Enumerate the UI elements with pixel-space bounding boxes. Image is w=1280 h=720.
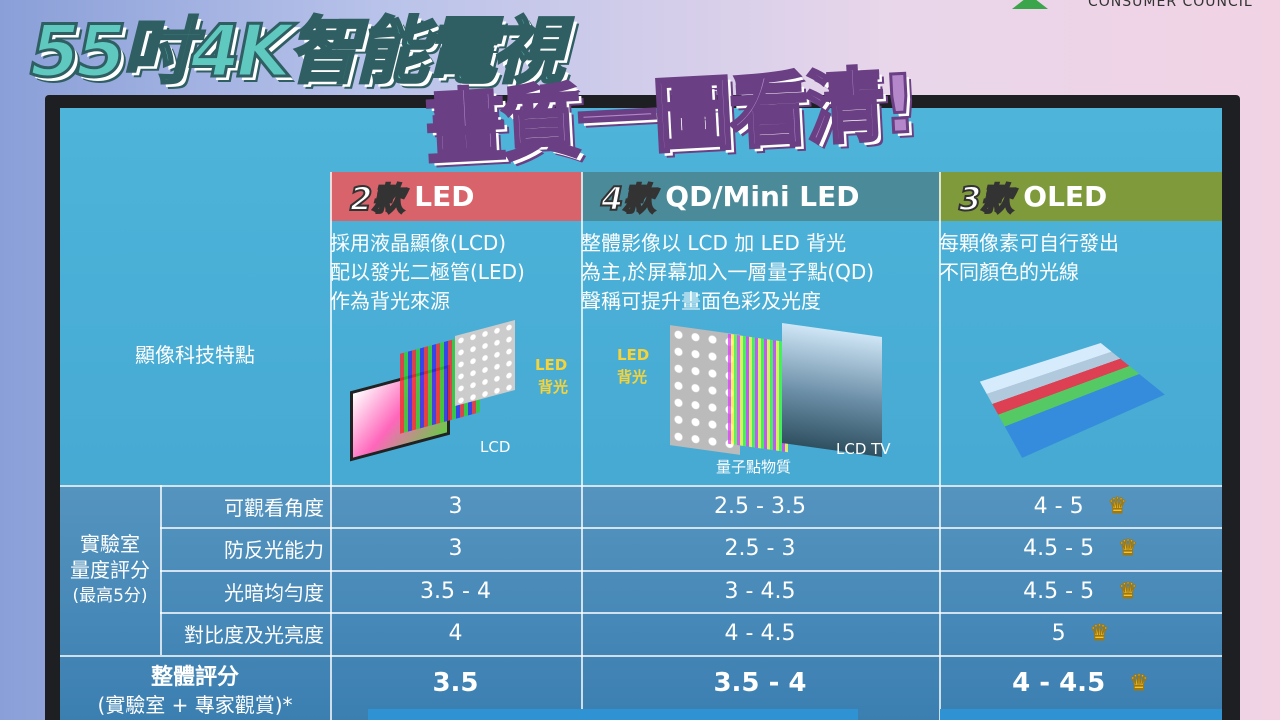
value: 4 - 5 bbox=[1033, 493, 1084, 519]
row-label: 可觀看角度 bbox=[224, 495, 324, 520]
illus-label: LED bbox=[617, 346, 650, 364]
desc-line: 作為背光來源 bbox=[330, 289, 450, 313]
divider bbox=[60, 655, 1222, 657]
crown-icon: ♛ bbox=[1118, 536, 1139, 562]
desc-line: 每顆像素可自行發出 bbox=[939, 231, 1119, 255]
lab-group-label: 實驗室 量度評分 (最高5分) bbox=[60, 485, 160, 655]
value: 4.5 - 5 bbox=[1023, 578, 1095, 604]
crown-icon: ♛ bbox=[1129, 670, 1150, 696]
divider bbox=[939, 172, 941, 720]
rating-cell: 2.5 - 3.5 bbox=[581, 485, 939, 527]
value: 2.5 - 3.5 bbox=[714, 493, 806, 519]
count: 2款 bbox=[349, 179, 405, 219]
overall-subtitle: (實驗室 + 專家觀賞)* bbox=[97, 693, 293, 717]
crown-icon: ♛ bbox=[1118, 578, 1139, 604]
crown-icon: ♛ bbox=[1089, 621, 1110, 647]
divider bbox=[60, 485, 1222, 487]
rating-cell: 5 ♛ bbox=[939, 613, 1222, 655]
overall-oled: 4 - 4.5 ♛ bbox=[939, 657, 1222, 709]
rating-cell: 3 bbox=[330, 485, 581, 527]
rating-cell: 3 bbox=[330, 528, 581, 570]
overall-led: 3.5 bbox=[432, 668, 479, 698]
row-label: 光暗均勻度 bbox=[224, 580, 324, 605]
value: 3 bbox=[448, 493, 463, 519]
bottom-bar bbox=[368, 709, 858, 720]
oled-illustration bbox=[979, 343, 1165, 458]
desc-line: 聲稱可提升畫面色彩及光度 bbox=[581, 289, 821, 313]
desc-oled: 每顆像素可自行發出 不同顏色的光線 bbox=[939, 221, 1222, 287]
illus-label: LED bbox=[535, 356, 568, 374]
value: 5 bbox=[1051, 621, 1066, 646]
lcd-tv-image bbox=[782, 322, 882, 458]
crown-icon: ♛ bbox=[1107, 493, 1128, 519]
rating-cell: 2.5 - 3 bbox=[581, 528, 939, 570]
logo-icon bbox=[1012, 0, 1048, 9]
desc-line: 整體影像以 LCD 加 LED 背光 bbox=[581, 231, 847, 255]
comparison-table: 2款 LED 4款 QD/Mini LED 3款 OLED 採用液晶顯像(LCD) 配以… bbox=[60, 108, 1222, 720]
divider bbox=[330, 172, 332, 720]
name: LED bbox=[414, 180, 475, 213]
rating-cell: 4.5 - 5 ♛ bbox=[939, 570, 1222, 612]
desc-led: 採用液晶顯像(LCD) 配以發光二極管(LED) 作為背光來源 bbox=[330, 221, 581, 316]
rating-cell: 4 bbox=[330, 613, 581, 655]
desc-line: 不同顏色的光線 bbox=[939, 260, 1079, 284]
desc-line: 為主,於屏幕加入一層量子點(QD) bbox=[581, 260, 875, 284]
count: 4款 bbox=[600, 179, 656, 219]
illus-label: 背光 bbox=[538, 378, 569, 396]
overall-qd: 3.5 - 4 bbox=[713, 668, 807, 698]
logo-text: CONSUMER COUNCIL bbox=[1088, 0, 1253, 10]
desc-line: 採用液晶顯像(LCD) bbox=[330, 231, 507, 255]
overall-title: 整體評分 bbox=[150, 665, 239, 690]
divider bbox=[581, 172, 583, 720]
value: 3 bbox=[448, 536, 463, 561]
name: OLED bbox=[1023, 180, 1108, 213]
label-line: 實驗室 bbox=[80, 532, 140, 556]
overall-label: 整體評分 (實驗室 + 專家觀賞)* bbox=[60, 657, 330, 720]
desc-line: 配以發光二極管(LED) bbox=[330, 260, 525, 284]
rating-cell: 3 - 4.5 bbox=[581, 570, 939, 612]
divider bbox=[160, 570, 1222, 572]
consumer-council-logo: CONSUMER COUNCIL bbox=[1012, 0, 1253, 10]
illus-label: 背光 bbox=[617, 368, 648, 386]
rating-cell: 3.5 - 4 bbox=[330, 570, 581, 612]
rating-cell: 4.5 - 5 ♛ bbox=[939, 528, 1222, 570]
illus-label: LCD bbox=[480, 438, 511, 456]
tech-label: 顯像科技特點 bbox=[135, 342, 255, 367]
value: 4 - 4.5 bbox=[1012, 668, 1106, 698]
rating-cell: 4 - 5 ♛ bbox=[939, 485, 1222, 527]
desc-qd: 整體影像以 LCD 加 LED 背光為主,於屏幕加入一層量子點(QD) 聲稱可提升… bbox=[581, 221, 939, 316]
count: 3款 bbox=[958, 179, 1014, 219]
ratings-area bbox=[60, 485, 1222, 720]
value: 3.5 - 4 bbox=[420, 578, 491, 604]
rating-cell: 4 - 4.5 bbox=[581, 613, 939, 655]
illus-label: LCD TV bbox=[836, 440, 891, 458]
divider bbox=[160, 527, 1222, 529]
label-line: 量度評分 bbox=[70, 558, 150, 582]
value: 3 - 4.5 bbox=[724, 578, 796, 604]
name: QD/Mini LED bbox=[665, 180, 860, 213]
led-backlight bbox=[455, 319, 515, 407]
header-oled: 3款 OLED bbox=[939, 172, 1222, 221]
label-line: (最高5分) bbox=[72, 586, 148, 606]
title-line1: 55吋4K智能電視 bbox=[28, 8, 565, 95]
value: 4 - 4.5 bbox=[724, 621, 796, 646]
header-led: 2款 LED bbox=[330, 172, 581, 221]
quantum-dot-layer bbox=[728, 333, 788, 453]
row-label: 對比度及光亮度 bbox=[184, 623, 324, 647]
row-label: 防反光能力 bbox=[224, 538, 324, 562]
divider bbox=[160, 612, 1222, 614]
header-qd: 4款 QD/Mini LED bbox=[581, 172, 939, 221]
value: 4.5 - 5 bbox=[1023, 536, 1095, 561]
bottom-bar bbox=[940, 709, 1222, 720]
value: 2.5 - 3 bbox=[724, 536, 796, 561]
illus-label: 量子點物質 bbox=[716, 458, 792, 476]
value: 4 bbox=[448, 621, 463, 646]
